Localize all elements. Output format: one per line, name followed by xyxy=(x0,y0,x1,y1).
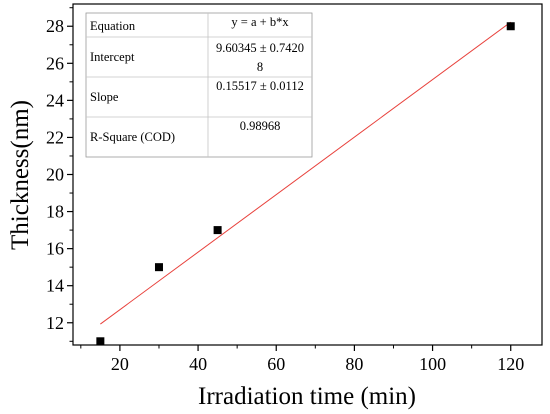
data-point xyxy=(213,226,222,235)
fit-line xyxy=(100,21,512,325)
data-point xyxy=(506,22,515,31)
data-points xyxy=(96,22,515,346)
x-tick-label: 20 xyxy=(111,354,129,374)
table-label-rsquare: R-Square (COD) xyxy=(90,130,175,144)
y-axis-title: Thickness(nm) xyxy=(7,100,34,250)
table-value-intercept: 9.60345 ± 0.7420 xyxy=(216,41,304,55)
table-value-equation: y = a + b*x xyxy=(231,15,289,29)
fit-results-table: Equation y = a + b*x Intercept 9.60345 ±… xyxy=(85,12,313,158)
fit-line-layer xyxy=(100,21,512,325)
y-tick-label: 16 xyxy=(46,239,64,259)
y-tick-label: 18 xyxy=(46,202,64,222)
table-value-rsquare: 0.98968 xyxy=(240,119,281,133)
y-tick-label: 14 xyxy=(46,276,64,296)
x-axis-title: Irradiation time (min) xyxy=(198,383,416,410)
data-point xyxy=(154,263,163,272)
table-value-slope: 0.15517 ± 0.0112 xyxy=(216,79,304,93)
table-label-equation: Equation xyxy=(90,19,136,33)
data-point xyxy=(96,337,105,346)
table-label-slope: Slope xyxy=(90,90,119,104)
x-tick-label: 80 xyxy=(345,354,363,374)
table-label-intercept: Intercept xyxy=(90,50,135,64)
x-tick-label: 120 xyxy=(497,354,524,374)
y-tick-label: 20 xyxy=(46,165,64,185)
y-tick-label: 22 xyxy=(46,127,64,147)
y-tick-label: 26 xyxy=(46,53,64,73)
x-tick-label: 40 xyxy=(189,354,207,374)
table-value-intercept-wrap: 8 xyxy=(257,60,263,74)
x-tick-label: 60 xyxy=(267,354,285,374)
axis-ticks: 20 40 60 80 100 120 12 14 16 18 20 22 24 26 28 xyxy=(46,7,524,374)
y-tick-label: 28 xyxy=(46,16,64,36)
y-tick-label: 12 xyxy=(46,313,64,333)
x-tick-label: 100 xyxy=(419,354,446,374)
y-tick-label: 24 xyxy=(46,90,64,110)
